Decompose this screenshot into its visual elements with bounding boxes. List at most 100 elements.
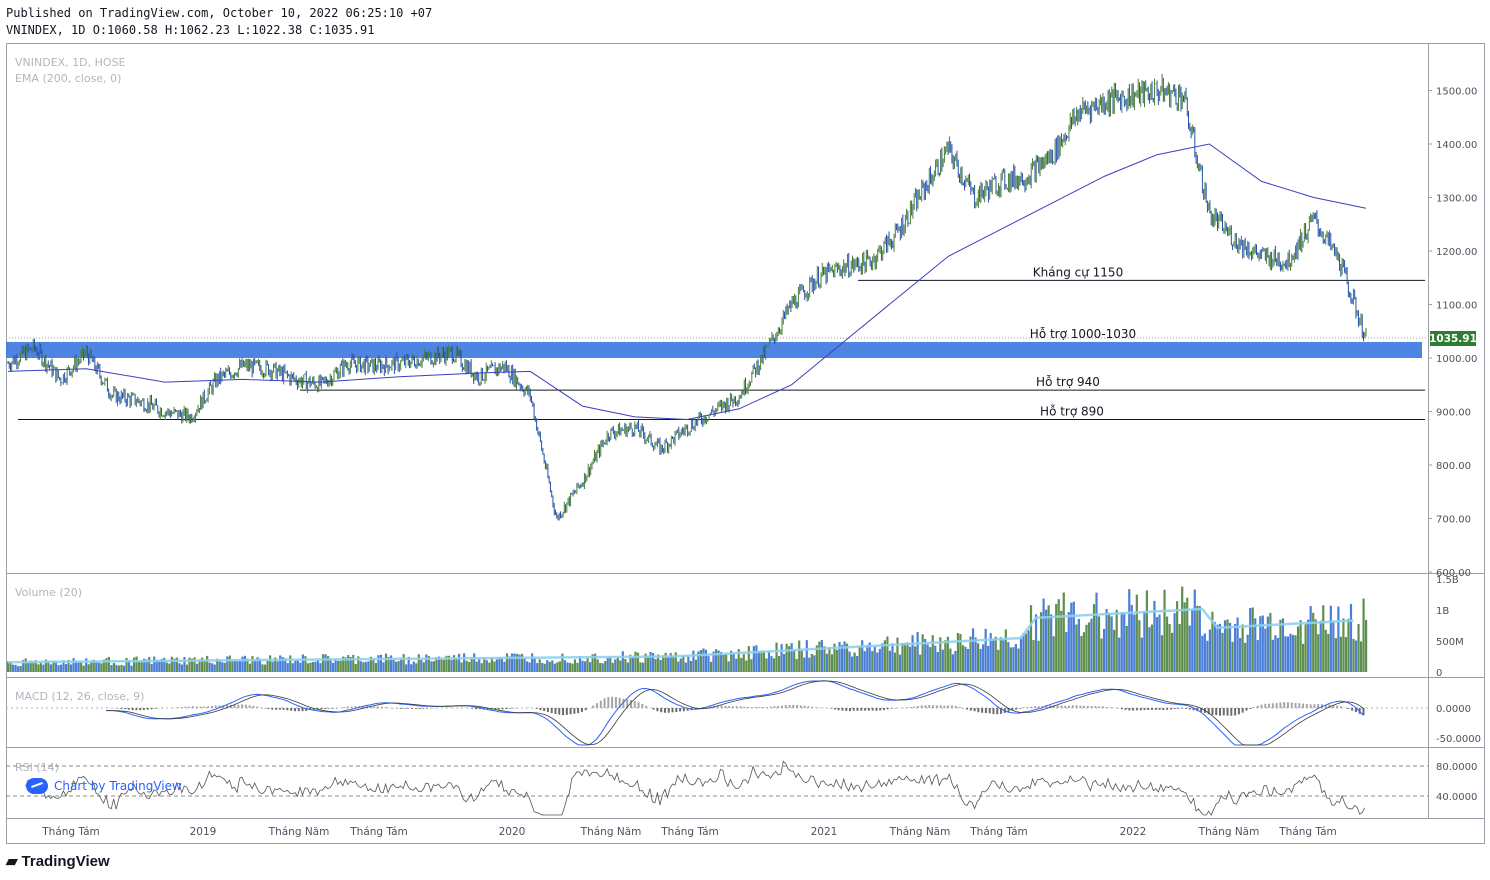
macd-hist-bar — [1324, 704, 1327, 708]
macd-hist-bar — [580, 708, 583, 712]
macd-hist-bar — [1037, 706, 1040, 708]
tradingview-watermark[interactable]: Chart by TradingView — [26, 778, 182, 794]
volume-bar — [1135, 594, 1138, 672]
volume-bar — [122, 665, 126, 672]
volume-bar — [357, 656, 360, 672]
macd-hist-bar — [1234, 708, 1237, 716]
time-tick-label-9: Tháng Tám — [969, 826, 1028, 838]
volume-bar — [891, 643, 894, 672]
volume-bar — [296, 659, 299, 672]
volume-bar — [717, 650, 720, 672]
volume-bar — [939, 637, 942, 672]
macd-hist-bar — [1207, 708, 1210, 715]
volume-bar — [1294, 635, 1297, 672]
volume-bar — [735, 658, 738, 672]
tradingview-brand[interactable]: ▰ TradingView — [6, 852, 110, 871]
macd-hist-bar — [943, 705, 946, 708]
macd-hist-bar — [977, 708, 980, 713]
price-tick-label-9: 600.00 — [1436, 568, 1471, 579]
volume-bar — [672, 655, 675, 672]
volume-bar — [714, 649, 718, 672]
macd-hist-bar — [252, 705, 255, 708]
macd-hist-bar — [1060, 705, 1063, 708]
volume-bar — [397, 661, 400, 672]
volume-bar — [1249, 607, 1252, 672]
volume-bar — [765, 658, 768, 672]
volume-bar — [1087, 622, 1091, 672]
volume-bar — [1269, 612, 1272, 672]
volume-bar — [707, 656, 710, 672]
macd-hist-bar — [316, 708, 319, 710]
macd-hist-bar — [1241, 708, 1244, 713]
volume-bar — [591, 654, 594, 672]
volume-bar — [803, 657, 806, 672]
volume-bar — [946, 636, 949, 672]
volume-bar — [609, 657, 612, 672]
volume-bar — [838, 641, 841, 672]
volume-bar — [828, 646, 831, 672]
macd-hist-bar — [807, 706, 810, 708]
volume-bar — [662, 655, 665, 672]
volume-bar — [1246, 634, 1249, 672]
macd-hist-bar — [1101, 706, 1104, 708]
volume-bar — [568, 662, 572, 672]
volume-bar — [1193, 589, 1196, 672]
macd-hist-bar — [939, 705, 942, 708]
volume-bar — [1165, 616, 1169, 672]
volume-bar — [901, 643, 904, 672]
volume-bar — [195, 663, 199, 672]
macd-hist-bar — [909, 706, 912, 708]
volume-bar — [712, 651, 715, 672]
macd-hist-bar — [380, 706, 383, 708]
volume-bar — [251, 656, 254, 672]
volume-bar — [1052, 636, 1055, 672]
volume-bar — [1284, 636, 1287, 672]
macd-hist-bar — [1222, 708, 1225, 716]
macd-hist-bar — [724, 705, 727, 708]
macd-hist-bar — [418, 708, 421, 709]
price-tick-label-4: 1100.00 — [1436, 301, 1477, 312]
volume-bar — [503, 661, 506, 672]
macd-hist-bar — [743, 706, 746, 708]
volume-bar — [294, 660, 297, 672]
volume-bar — [27, 662, 30, 672]
macd-hist-bar — [671, 708, 674, 713]
volume-bar — [430, 661, 433, 672]
macd-hist-bar — [248, 705, 251, 708]
volume-bar — [924, 638, 927, 672]
volume-bar — [1312, 612, 1315, 672]
volume-bar — [32, 661, 35, 672]
macd-hist-bar — [180, 707, 183, 708]
volume-bar — [1183, 602, 1186, 672]
volume-bar — [286, 663, 289, 672]
volume-bar — [1163, 589, 1166, 672]
pane-frames — [6, 43, 1485, 844]
volume-bar — [788, 646, 791, 672]
volume-bar — [1279, 619, 1282, 672]
macd-hist-bar — [924, 705, 927, 708]
svg-text:1035.91: 1035.91 — [1429, 333, 1477, 345]
volume-bar — [798, 640, 801, 672]
macd-hist-bar — [1067, 705, 1070, 708]
volume-bar — [274, 657, 277, 672]
volume-bar — [316, 660, 320, 672]
volume-bar — [417, 654, 420, 672]
volume-bar — [332, 662, 335, 672]
volume-bar — [201, 657, 204, 672]
rsi-legend: RSI (14) — [15, 761, 59, 774]
volume-bar — [211, 663, 214, 672]
macd-hist-bar — [716, 705, 719, 708]
volume-bar — [1171, 632, 1174, 672]
volume-bar — [999, 637, 1002, 672]
volume-bar — [868, 642, 871, 672]
volume-bar — [379, 654, 383, 672]
macd-hist-bar — [1132, 708, 1135, 711]
volume-bar — [452, 655, 456, 672]
volume-bar — [961, 645, 965, 672]
volume-bar — [190, 658, 194, 672]
volume-bar — [153, 656, 156, 672]
macd-hist-bar — [278, 708, 281, 710]
volume-bar — [881, 643, 884, 672]
macd-hist-bar — [1264, 703, 1267, 708]
